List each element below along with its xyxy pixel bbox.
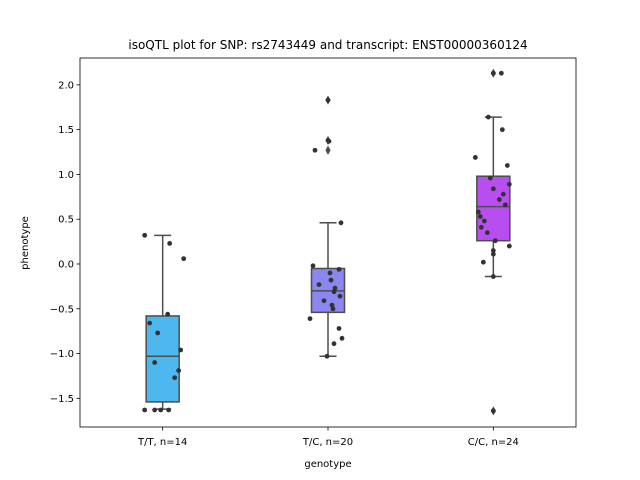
data-point [490, 408, 496, 414]
data-point [506, 243, 512, 249]
data-point [152, 360, 158, 365]
data-point [336, 326, 342, 331]
data-point [330, 306, 336, 312]
data-point [324, 353, 330, 359]
x-tick-label: T/C, n=20 [302, 437, 353, 448]
data-point [481, 218, 487, 224]
y-tick-label: 0.5 [58, 215, 74, 226]
data-point [490, 251, 496, 257]
data-point [502, 202, 508, 208]
box [476, 175, 511, 242]
data-point [325, 97, 331, 103]
data-point [504, 163, 510, 168]
data-point [172, 375, 178, 381]
data-point [490, 186, 496, 192]
data-point [158, 407, 164, 413]
data-point [178, 347, 184, 353]
data-point [336, 266, 342, 272]
y-tick-label: −1.0 [50, 349, 74, 360]
data-point [316, 282, 322, 287]
x-axis: T/T, n=14 T/C, n=20 C/C, n=24 [137, 427, 519, 448]
data-point [167, 240, 173, 246]
data-point [166, 407, 172, 413]
plot-area [142, 68, 512, 416]
data-point [310, 263, 316, 269]
data-point [480, 259, 486, 265]
data-point [312, 147, 318, 153]
data-point [490, 70, 496, 76]
data-point [475, 209, 481, 215]
data-point [155, 330, 161, 336]
y-axis: −1.5 −1.0 −0.5 0.0 0.5 1.0 1.5 2.0 [50, 80, 80, 405]
data-point [478, 224, 484, 230]
data-point [500, 191, 506, 197]
data-point [142, 232, 148, 238]
y-tick-label: −1.5 [50, 394, 74, 405]
data-point [506, 181, 512, 187]
data-point [165, 311, 171, 317]
data-point [147, 320, 153, 326]
y-tick-label: 2.0 [58, 80, 74, 91]
data-point [181, 256, 187, 262]
data-point [492, 238, 498, 244]
y-tick-label: 1.0 [58, 170, 74, 181]
x-axis-label: genotype [304, 459, 351, 470]
data-point [490, 248, 496, 253]
data-point [338, 220, 344, 226]
data-point [496, 197, 502, 202]
data-point [337, 293, 343, 299]
data-point [499, 127, 505, 133]
data-point [331, 289, 337, 295]
outlier-marker [325, 145, 331, 155]
data-point [498, 70, 504, 76]
data-point [321, 298, 327, 304]
box-group [142, 232, 187, 413]
data-point [487, 175, 493, 181]
data-point [327, 270, 333, 276]
data-point [328, 277, 334, 283]
data-point [490, 274, 496, 279]
chart-title: isoQTL plot for SNP: rs2743449 and trans… [128, 38, 527, 52]
y-tick-label: 1.5 [58, 125, 74, 136]
data-point [484, 230, 490, 236]
data-point [339, 335, 345, 341]
data-point [152, 407, 158, 413]
box-group [307, 95, 346, 359]
box [145, 315, 180, 403]
y-axis-label: phenotype [20, 216, 31, 270]
data-point [477, 214, 483, 219]
data-point [472, 155, 478, 160]
data-point [485, 114, 491, 120]
y-tick-label: 0.0 [58, 259, 74, 270]
data-point [142, 407, 148, 413]
data-point [331, 341, 337, 347]
data-point [326, 138, 332, 144]
data-point [307, 316, 313, 322]
x-tick-label: C/C, n=24 [468, 437, 519, 448]
y-tick-label: −0.5 [50, 304, 74, 315]
data-point [176, 368, 182, 373]
x-tick-label: T/T, n=14 [137, 437, 187, 448]
box-group [472, 68, 512, 416]
